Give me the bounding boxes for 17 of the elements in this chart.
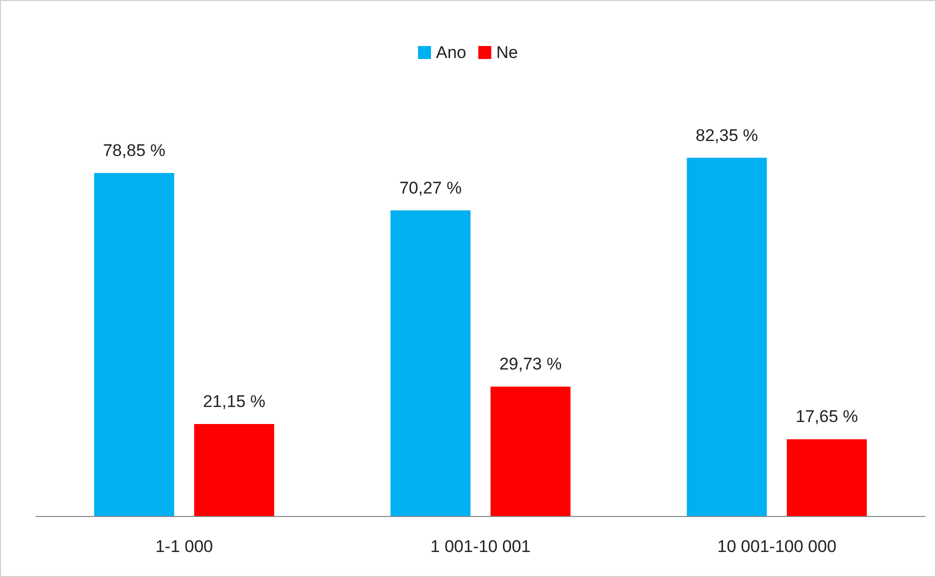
bar [390, 210, 470, 516]
bar [686, 158, 767, 516]
x-tick-label: 10 001-100 000 [717, 537, 836, 556]
x-tick-label: 1 001-10 001 [430, 537, 531, 556]
data-label: 82,35 % [696, 126, 758, 145]
bar [490, 386, 570, 516]
data-label: 17,65 % [796, 407, 858, 426]
data-label: 29,73 % [499, 354, 562, 374]
bar [194, 424, 274, 516]
legend-label: Ano [436, 43, 466, 62]
data-label: 21,15 % [202, 392, 266, 411]
x-tick-label: 1-1 000 [155, 537, 214, 556]
data-label: 70,27 % [399, 178, 462, 198]
bar [94, 173, 174, 516]
legend-label: Ne [496, 43, 518, 62]
bar [786, 439, 867, 516]
data-label: 78,85 % [102, 141, 166, 160]
